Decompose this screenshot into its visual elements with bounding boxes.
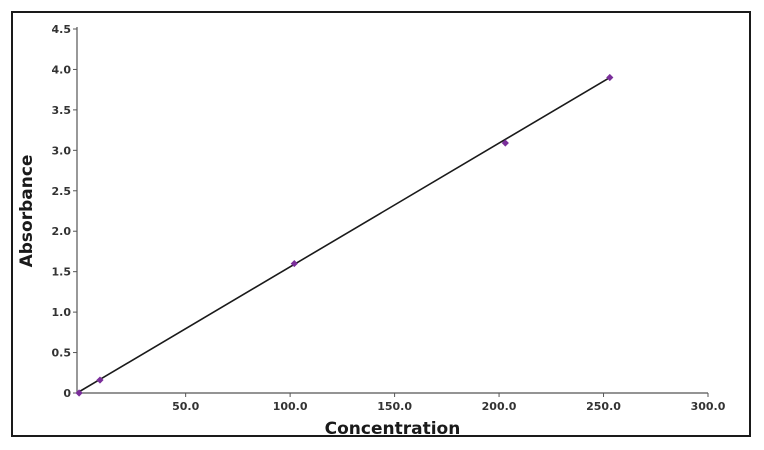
y-tick-label: 0.5: [52, 347, 72, 360]
y-tick-label: 4.5: [52, 23, 72, 36]
y-axis: 0 0.5 1.0 1.5 2.0 2.5 3.0 3.5 4.0 4.5: [52, 23, 78, 400]
x-tick-label: 150.0: [377, 400, 412, 413]
x-tick-label: 100.0: [273, 400, 308, 413]
data-point: [96, 376, 104, 384]
y-tick-label: 2.5: [52, 185, 72, 198]
x-axis-title: Concentration: [325, 419, 461, 439]
y-tick-label: 3.0: [52, 144, 72, 157]
chart-frame: [11, 11, 751, 437]
data-point: [501, 139, 509, 147]
y-tick-label: 4.0: [52, 63, 72, 76]
trendline-group: [76, 76, 611, 394]
y-tick-label: 2.0: [52, 225, 72, 238]
data-point: [75, 389, 83, 397]
y-tick-label: 1.5: [52, 266, 72, 279]
y-tick-label: 1.0: [52, 306, 72, 319]
x-tick-label: 250.0: [586, 400, 621, 413]
x-axis: 50.0 100.0 150.0 200.0 250.0 300.0: [77, 392, 726, 413]
trendline: [76, 76, 611, 394]
y-tick-label: 3.5: [52, 104, 72, 117]
y-axis-title: Absorbance: [17, 155, 37, 268]
data-point: [606, 73, 614, 82]
data-point: [290, 259, 298, 268]
x-tick-label: 300.0: [691, 400, 726, 413]
data-points: [75, 73, 614, 397]
y-tick-label: 0: [63, 387, 71, 400]
x-tick-label: 50.0: [172, 400, 199, 413]
x-tick-label: 200.0: [482, 400, 517, 413]
